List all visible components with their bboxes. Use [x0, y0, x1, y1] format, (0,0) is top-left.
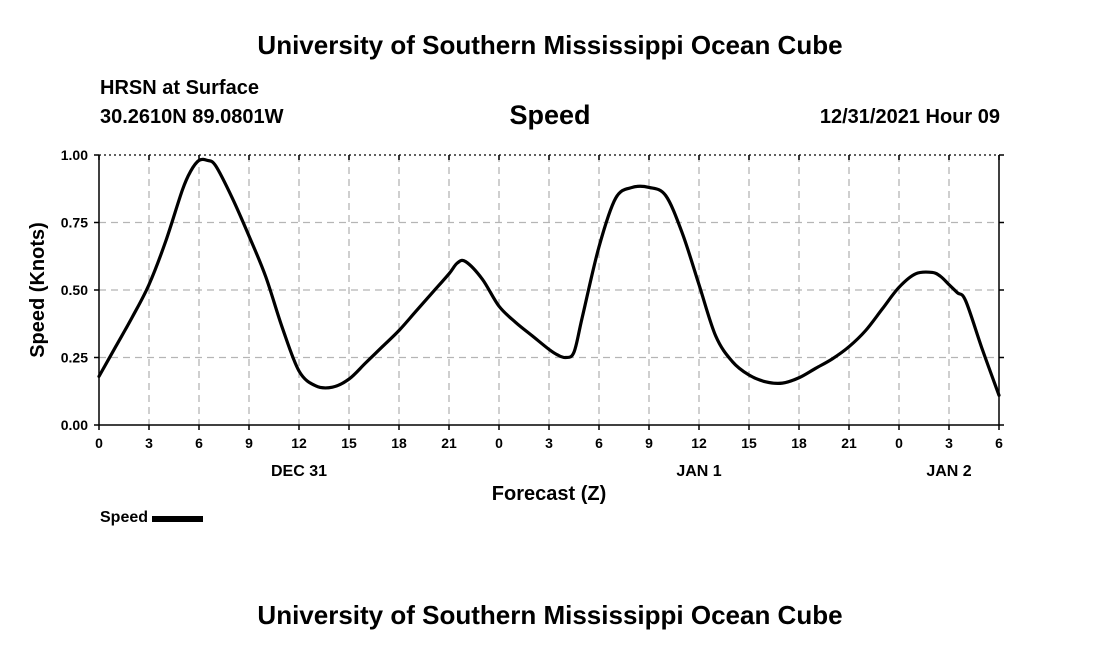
- series-group: [97, 157, 1001, 397]
- date-label: JAN 2: [926, 463, 971, 480]
- x-tick-label: 3: [145, 435, 153, 451]
- x-tick-label: 6: [595, 435, 603, 451]
- forecast-datetime: 12/31/2021 Hour 09: [819, 106, 1000, 128]
- x-tick-label: 6: [195, 435, 203, 451]
- x-tick-label: 0: [495, 435, 503, 451]
- chart-title: Speed: [509, 100, 591, 130]
- date-label: DEC 31: [271, 463, 327, 480]
- x-tick-label: 3: [945, 435, 953, 451]
- x-tick-label: 12: [291, 435, 307, 451]
- x-axis-label: Forecast (Z): [492, 483, 606, 505]
- legend: Speed: [100, 509, 204, 527]
- y-axis-label: Speed (Knots): [27, 222, 49, 358]
- x-tick-label: 9: [245, 435, 253, 451]
- station-coordinates: 30.2610N 89.0801W: [100, 106, 284, 128]
- x-tick-label: 21: [841, 435, 857, 451]
- x-tick-label: 0: [895, 435, 903, 451]
- x-tick-label: 0: [95, 435, 103, 451]
- date-label: JAN 1: [676, 463, 721, 480]
- x-tick-label: 21: [441, 435, 457, 451]
- footer-title: University of Southern Mississippi Ocean…: [257, 600, 843, 630]
- page-title: University of Southern Mississippi Ocean…: [257, 30, 843, 60]
- axes: [94, 154, 1004, 430]
- tick-labels: 0 3 6 9 12 15 18 21 0 3 6 9 12 15 18 21 0 3 6 0.00 0.25 0.50 0…: [27, 147, 1003, 505]
- station-label: HRSN at Surface: [100, 77, 259, 99]
- legend-swatch: [152, 516, 204, 522]
- x-tick-label: 15: [741, 435, 757, 451]
- y-tick-label: 0.75: [61, 215, 88, 231]
- x-tick-label: 12: [691, 435, 707, 451]
- x-tick-label: 6: [995, 435, 1003, 451]
- y-tick-label: 0.00: [61, 417, 88, 433]
- y-tick-label: 1.00: [61, 147, 88, 163]
- x-tick-label: 18: [391, 435, 407, 451]
- x-tick-label: 3: [545, 435, 553, 451]
- y-tick-label: 0.50: [61, 282, 88, 298]
- x-tick-label: 18: [791, 435, 807, 451]
- y-tick-label: 0.25: [61, 350, 88, 366]
- x-tick-label: 9: [645, 435, 653, 451]
- x-tick-label: 15: [341, 435, 357, 451]
- legend-label: Speed: [100, 509, 149, 526]
- series-line-speed: [97, 157, 1001, 397]
- grid-lines: [99, 154, 999, 425]
